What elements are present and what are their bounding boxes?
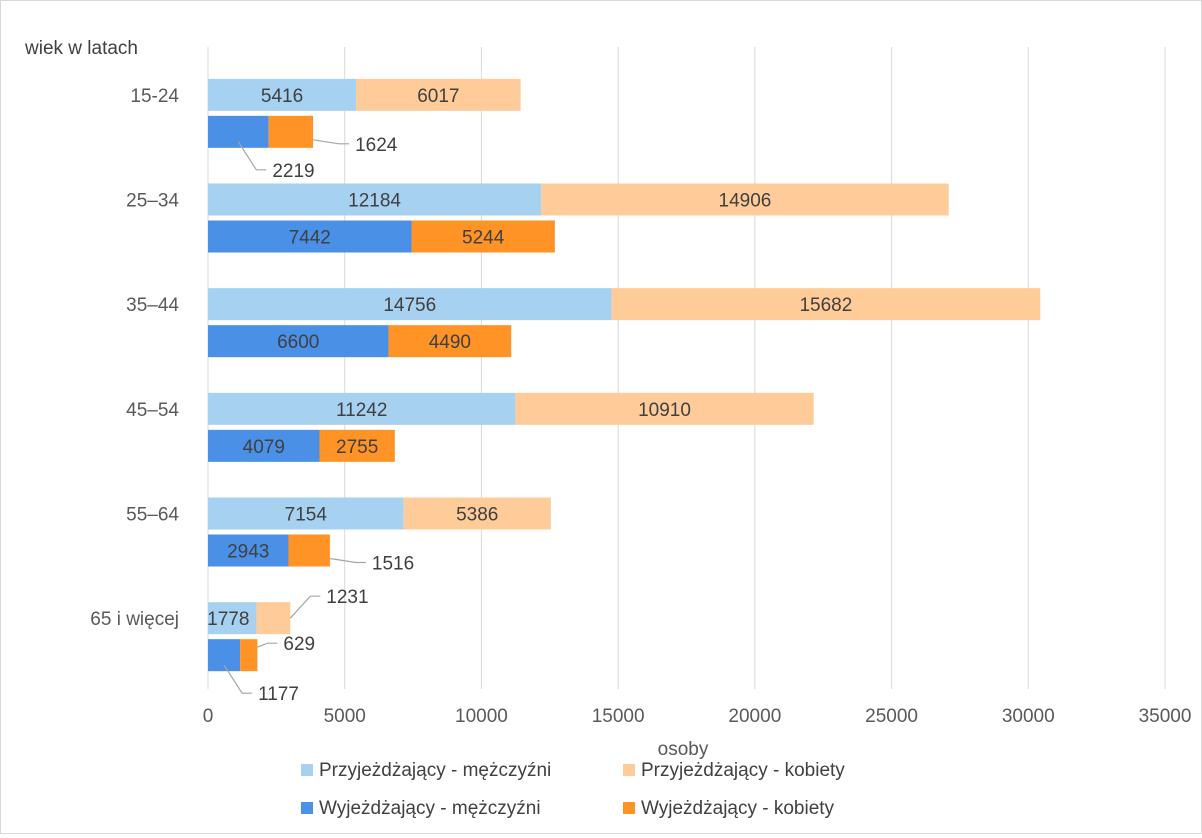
bar-segment xyxy=(319,429,395,462)
labels-layer: 5416 6017 2219 1624 12184 14906 7442 5244 14756 1… xyxy=(207,86,852,705)
data-label: 1624 xyxy=(355,135,398,156)
data-label: 1177 xyxy=(258,684,299,705)
leader-line xyxy=(329,557,366,564)
data-label: 7442 xyxy=(289,228,331,249)
bar-segment xyxy=(515,392,814,425)
legend-label: Przyjeżdżający - mężczyźni xyxy=(319,760,551,781)
leader-line xyxy=(257,642,278,648)
bar-segment xyxy=(388,325,512,358)
category-label: 15-24 xyxy=(130,86,179,107)
data-label: 1778 xyxy=(207,609,249,630)
x-tick-label: 30000 xyxy=(1002,706,1055,727)
bars-layer xyxy=(208,78,1041,672)
data-label: 6017 xyxy=(417,86,459,107)
leader-line xyxy=(312,139,350,145)
bar-segment xyxy=(240,639,258,672)
data-label: 1231 xyxy=(326,587,368,608)
y-axis-label: wiek w latach xyxy=(24,38,138,59)
data-label: 4490 xyxy=(429,332,471,353)
bar-segment xyxy=(208,220,412,253)
category-label: 45–54 xyxy=(126,400,179,421)
bar-segment xyxy=(541,183,949,216)
data-label: 5386 xyxy=(456,505,498,526)
data-label: 1516 xyxy=(372,554,414,575)
data-label: 14906 xyxy=(719,191,772,212)
bar-segment xyxy=(411,220,555,253)
data-label: 6600 xyxy=(277,332,319,353)
bar-segment xyxy=(288,534,330,567)
axis-layer: wiek w latach osoby 0 5000 10000 15000 20000… xyxy=(24,38,1191,760)
bar-segment xyxy=(208,534,289,567)
leader-line xyxy=(223,664,253,694)
data-label: 10910 xyxy=(638,400,691,421)
bar-segment xyxy=(208,115,269,148)
data-label: 629 xyxy=(283,634,315,655)
data-label: 11242 xyxy=(336,400,387,421)
legend-swatch xyxy=(623,764,635,776)
category-label: 35–44 xyxy=(126,295,179,316)
x-tick-label: 0 xyxy=(203,706,214,727)
data-label: 12184 xyxy=(348,191,401,212)
legend-swatch xyxy=(301,802,313,814)
data-label: 4079 xyxy=(243,437,285,458)
data-label: 2943 xyxy=(227,542,269,563)
legend: Przyjeżdżający - mężczyźni Przyjeżdżający… xyxy=(301,760,845,819)
data-label: 7154 xyxy=(285,505,328,526)
bar-segment xyxy=(208,183,542,216)
legend-swatch xyxy=(623,802,635,814)
x-tick-label: 10000 xyxy=(455,706,508,727)
bar-segment xyxy=(208,288,612,321)
x-tick-label: 35000 xyxy=(1139,706,1192,727)
bar-segment xyxy=(356,78,521,111)
bar-segment xyxy=(208,497,404,530)
leader-line xyxy=(237,141,267,171)
data-label: 2219 xyxy=(272,161,314,182)
data-label: 2755 xyxy=(336,437,378,458)
bar-segment xyxy=(268,115,314,148)
data-label: 15682 xyxy=(799,295,852,316)
bar-segment xyxy=(611,288,1041,321)
bar-segment xyxy=(208,392,516,425)
x-tick-label: 5000 xyxy=(324,706,366,727)
bar-segment xyxy=(208,429,320,462)
bar-segment xyxy=(208,639,241,672)
bar-segment xyxy=(208,602,257,635)
legend-label: Wyjeżdżający - kobiety xyxy=(641,798,835,819)
legend-label: Przyjeżdżający - kobiety xyxy=(641,760,845,781)
category-label: 65 i więcej xyxy=(90,609,179,630)
bar-segment xyxy=(208,78,357,111)
bar-segment xyxy=(208,325,389,358)
category-label: 25–34 xyxy=(126,191,179,212)
x-tick-label: 15000 xyxy=(592,706,645,727)
data-label: 14756 xyxy=(383,295,436,316)
category-label: 55–64 xyxy=(126,505,179,526)
grid-layer xyxy=(207,47,1166,689)
leader-line xyxy=(289,595,321,619)
x-axis-label: osoby xyxy=(658,739,709,760)
bar-segment xyxy=(403,497,551,530)
data-label: 5244 xyxy=(462,228,505,249)
legend-label: Wyjeżdżający - mężczyźni xyxy=(319,798,541,819)
legend-swatch xyxy=(301,764,313,776)
x-tick-label: 25000 xyxy=(865,706,918,727)
data-label: 5416 xyxy=(261,86,303,107)
bar-segment xyxy=(256,602,291,635)
x-tick-label: 20000 xyxy=(728,706,781,727)
